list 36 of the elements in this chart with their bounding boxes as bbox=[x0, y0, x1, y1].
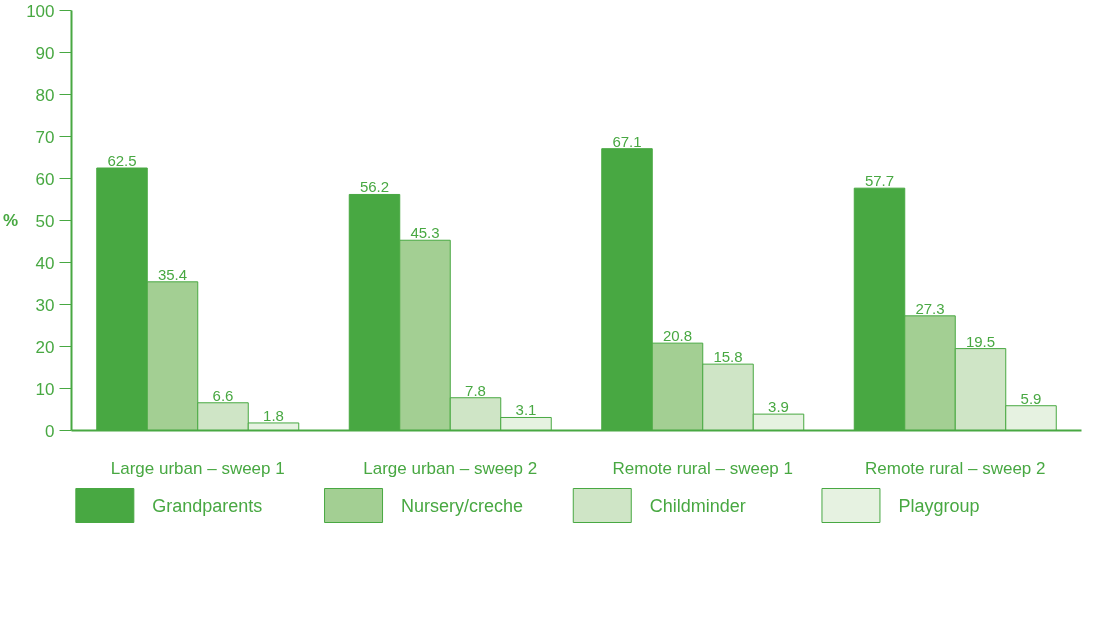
y-tick-label: 80 bbox=[35, 85, 55, 105]
data-label: 27.3 bbox=[915, 299, 945, 317]
y-tick-label: 60 bbox=[35, 169, 55, 189]
data-label: 20.8 bbox=[662, 327, 693, 345]
y-tick-label: 40 bbox=[35, 253, 55, 273]
y-axis-title: % bbox=[3, 211, 19, 230]
data-label: 35.4 bbox=[157, 265, 188, 283]
data-label: 62.5 bbox=[107, 152, 137, 169]
legend-label: Childminder bbox=[649, 495, 746, 516]
data-label: 6.6 bbox=[212, 386, 234, 404]
x-tick-label: Large urban – sweep 1 bbox=[110, 458, 285, 478]
y-tick-label: 30 bbox=[35, 295, 55, 315]
x-tick-label: Remote rural – sweep 1 bbox=[612, 458, 793, 478]
x-tick-label: Large urban – sweep 2 bbox=[363, 458, 538, 478]
legend-label: Grandparents bbox=[152, 495, 263, 516]
y-tick-label: 70 bbox=[35, 127, 55, 147]
data-label: 15.8 bbox=[713, 348, 743, 366]
y-tick-label: 0 bbox=[45, 421, 55, 441]
x-tick-label: Remote rural – sweep 2 bbox=[865, 458, 1046, 478]
legend-label: Nursery/creche bbox=[401, 495, 524, 516]
data-label: 7.8 bbox=[465, 381, 486, 399]
data-label: 45.3 bbox=[410, 224, 440, 242]
data-label: 19.5 bbox=[965, 332, 996, 350]
legend-label: Playgroup bbox=[898, 495, 980, 516]
data-label: 5.9 bbox=[1020, 389, 1042, 407]
data-label: 67.1 bbox=[612, 132, 642, 150]
data-label: 3.1 bbox=[515, 401, 537, 419]
data-label: 3.9 bbox=[768, 398, 789, 416]
data-label: 1.8 bbox=[263, 406, 284, 424]
data-label: 56.2 bbox=[359, 178, 390, 196]
y-tick-label: 20 bbox=[35, 337, 55, 357]
data-label: 57.7 bbox=[864, 172, 895, 190]
y-tick-label: 50 bbox=[35, 211, 55, 231]
y-tick-label: 100 bbox=[26, 1, 55, 21]
y-tick-label: 10 bbox=[35, 379, 55, 399]
y-tick-label: 90 bbox=[35, 43, 55, 63]
